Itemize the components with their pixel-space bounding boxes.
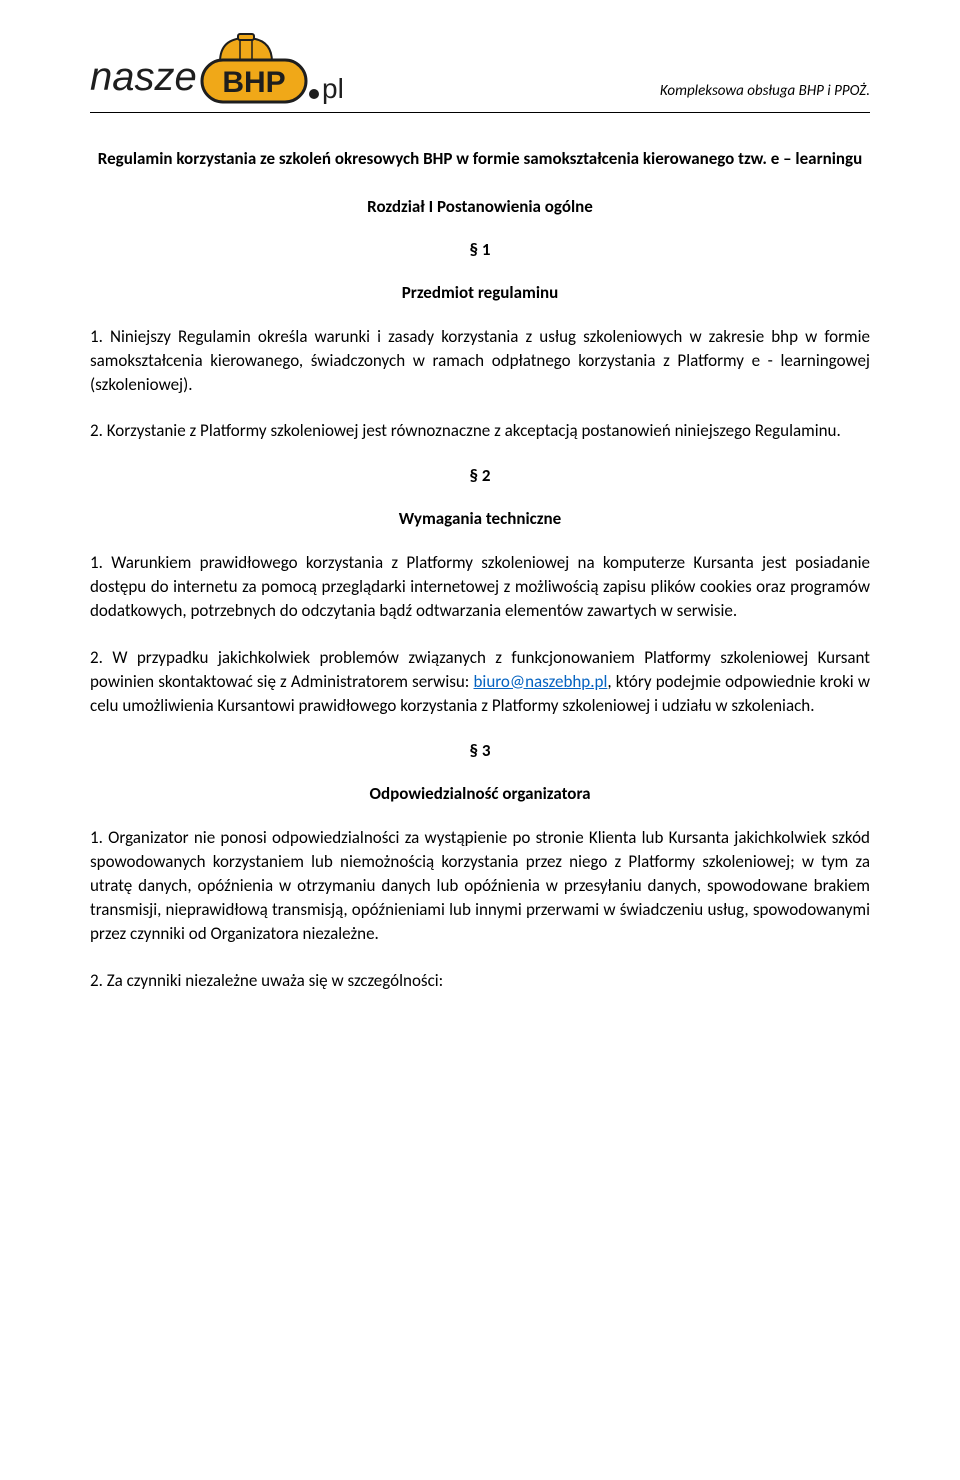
chapter-heading: Rozdział I Postanowienia ogólne [90, 196, 870, 217]
section-3-title: Odpowiedzialność organizatora [90, 783, 870, 804]
page-header: nasze BHP pl Kompleksowa obsługa BHP i P… [90, 32, 870, 106]
admin-email-link[interactable]: biuro@naszebhp.pl [474, 671, 608, 692]
section-1-para-1: 1. Niniejszy Regulamin określa warunki i… [90, 325, 870, 397]
svg-text:BHP: BHP [222, 66, 285, 99]
section-3-number: § 3 [90, 740, 870, 761]
header-divider [90, 112, 870, 113]
section-2-number: § 2 [90, 465, 870, 486]
section-1-title: Przedmiot regulaminu [90, 282, 870, 303]
section-3-para-1: 1. Organizator nie ponosi odpowiedzialno… [90, 826, 870, 947]
logo: nasze BHP pl [90, 32, 350, 106]
section-2-para-1: 1. Warunkiem prawidłowego korzystania z … [90, 551, 870, 623]
logo-svg: nasze BHP pl [90, 32, 350, 106]
section-3-para-2: 2. Za czynniki niezależne uważa się w sz… [90, 969, 870, 993]
document-title: Regulamin korzystania ze szkoleń okresow… [90, 147, 870, 172]
section-1-number: § 1 [90, 239, 870, 260]
svg-text:nasze: nasze [90, 55, 197, 99]
section-2-title: Wymagania techniczne [90, 508, 870, 529]
section-2-para-2: 2. W przypadku jakichkolwiek problemów z… [90, 646, 870, 718]
section-1-para-2: 2. Korzystanie z Platformy szkoleniowej … [90, 419, 870, 443]
svg-text:pl: pl [322, 73, 344, 104]
tagline: Kompleksowa obsługa BHP i PPOŻ. [660, 82, 870, 106]
